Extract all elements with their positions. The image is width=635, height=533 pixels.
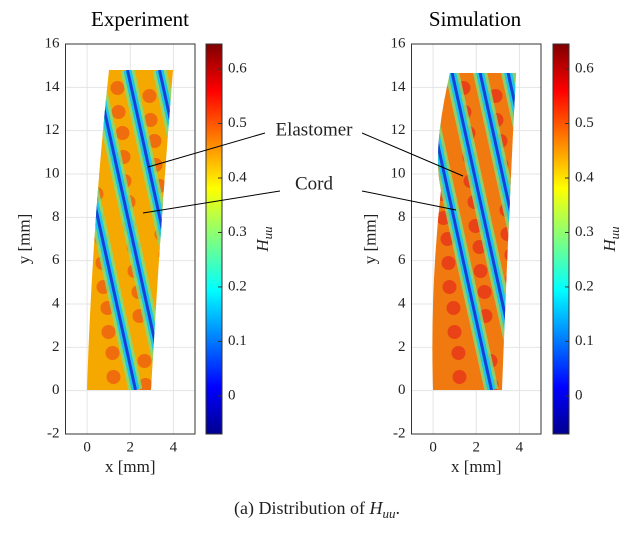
field-spot bbox=[442, 256, 456, 270]
caption-text: (a) Distribution of bbox=[234, 498, 369, 519]
y-tick-label: 10 bbox=[45, 165, 60, 181]
y-tick-label: 2 bbox=[398, 339, 406, 355]
y-tick-label: 6 bbox=[398, 252, 406, 268]
colorbar-tick-label: 0.3 bbox=[575, 224, 594, 240]
y-tick-label: 4 bbox=[398, 295, 406, 311]
colorbar bbox=[553, 44, 569, 434]
field-spot bbox=[138, 354, 152, 368]
colorbar-label: Huu bbox=[253, 226, 275, 253]
annotation: Elastomer bbox=[275, 119, 353, 140]
y-tick-label: 2 bbox=[52, 339, 60, 355]
x-tick-label: 2 bbox=[127, 439, 135, 455]
y-tick-label: 8 bbox=[52, 209, 60, 225]
field-spot bbox=[447, 301, 461, 315]
chart-title: Simulation bbox=[429, 7, 522, 31]
field-spot bbox=[474, 264, 488, 278]
y-tick-label: 12 bbox=[391, 122, 406, 138]
y-tick-label: 4 bbox=[52, 295, 60, 311]
field-spot bbox=[116, 126, 130, 140]
y-tick-label: 6 bbox=[52, 252, 60, 268]
y-tick-label: 16 bbox=[391, 35, 407, 51]
colorbar bbox=[206, 44, 222, 434]
x-tick-label: 4 bbox=[170, 439, 178, 455]
y-axis-label: y [mm] bbox=[360, 214, 379, 265]
chart-title: Experiment bbox=[91, 7, 189, 31]
y-tick-label: 12 bbox=[45, 122, 60, 138]
panel: -2 0 2 4 6 8 10 12 14 16 0 2 4 Simulation x [mm] y [mm]… bbox=[360, 7, 622, 476]
colorbar-tick-label: 0.2 bbox=[575, 278, 594, 294]
annotation: Cord bbox=[295, 173, 334, 194]
colorbar-tick-label: 0.6 bbox=[575, 60, 594, 76]
field-spot bbox=[453, 370, 467, 384]
x-tick-label: 0 bbox=[83, 439, 91, 455]
heatmaps: -2 0 2 4 6 8 10 12 14 16 0 2 4 Experiment x [mm] y [mm]… bbox=[14, 7, 622, 476]
colorbar-tick-label: 0.5 bbox=[228, 115, 247, 131]
y-tick-label: -2 bbox=[47, 425, 60, 441]
colorbar-tick-label: 0.4 bbox=[575, 169, 594, 185]
colorbar-tick-label: 0.5 bbox=[575, 115, 594, 131]
colorbar-tick-label: 0.4 bbox=[228, 169, 247, 185]
panel: -2 0 2 4 6 8 10 12 14 16 0 2 4 Experiment x [mm] y [mm]… bbox=[14, 7, 275, 476]
y-tick-label: 16 bbox=[45, 35, 61, 51]
colorbar-label-sub: uu bbox=[607, 226, 622, 240]
field-spot bbox=[112, 105, 126, 119]
x-tick-label: 4 bbox=[516, 439, 524, 455]
colorbar-tick-label: 0.1 bbox=[228, 333, 247, 349]
y-tick-label: 0 bbox=[52, 382, 60, 398]
colorbar-tick-label: 0.2 bbox=[228, 278, 247, 294]
colorbar-label-sub: uu bbox=[260, 226, 275, 240]
y-axis-label: y [mm] bbox=[14, 214, 33, 265]
y-tick-label: 10 bbox=[391, 165, 406, 181]
field-spot bbox=[478, 285, 492, 299]
y-tick-label: 14 bbox=[391, 79, 407, 95]
caption-text: . bbox=[395, 498, 400, 518]
x-axis-label: x [mm] bbox=[451, 457, 502, 476]
x-tick-label: 0 bbox=[429, 439, 437, 455]
caption: (a) Distribution of Huu. bbox=[234, 498, 400, 521]
colorbar-tick-label: 0.6 bbox=[228, 60, 247, 76]
field-spot bbox=[443, 280, 457, 294]
colorbar-tick-label: 0 bbox=[575, 387, 583, 403]
x-axis-label: x [mm] bbox=[105, 457, 156, 476]
field-spot bbox=[143, 89, 157, 103]
field-spot bbox=[452, 346, 466, 360]
caption-sub: uu bbox=[382, 506, 396, 521]
y-tick-label: 8 bbox=[398, 209, 406, 225]
figure: -2 0 2 4 6 8 10 12 14 16 0 2 4 Experiment x [mm] y [mm]… bbox=[0, 0, 635, 528]
colorbar-label: Huu bbox=[600, 226, 622, 253]
colorbar-tick-label: 0.3 bbox=[228, 224, 247, 240]
field-spot bbox=[111, 81, 125, 95]
caption-var: H bbox=[368, 498, 383, 518]
field-spot bbox=[102, 325, 116, 339]
y-tick-label: -2 bbox=[393, 425, 406, 441]
y-tick-label: 0 bbox=[398, 382, 406, 398]
y-tick-label: 14 bbox=[45, 79, 61, 95]
colorbar-tick-label: 0.1 bbox=[575, 333, 594, 349]
field-spot bbox=[448, 325, 462, 339]
colorbar-tick-label: 0 bbox=[228, 387, 236, 403]
field-spot bbox=[107, 370, 121, 384]
field-spot bbox=[106, 346, 120, 360]
x-tick-label: 2 bbox=[473, 439, 481, 455]
